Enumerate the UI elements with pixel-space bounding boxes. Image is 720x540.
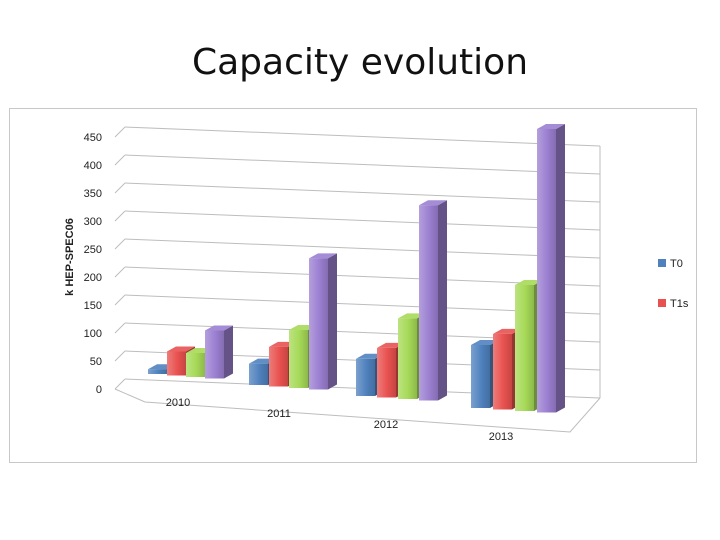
bar-top — [471, 340, 499, 345]
x-category-label: 2012 — [374, 419, 398, 431]
y-tick-label: 450 — [84, 132, 102, 144]
gridline — [114, 378, 126, 390]
bar-top — [205, 325, 233, 331]
bar-front — [249, 363, 268, 385]
bar-front — [398, 318, 417, 399]
gridline — [114, 350, 126, 362]
chart-frame: 0 50 100 150 200 250 300 350 400 450 2010 2011 2012… — [9, 108, 697, 463]
x-category-label: 2010 — [166, 397, 190, 409]
bar-front — [537, 129, 556, 413]
bar-side — [328, 253, 337, 390]
bar-series4-2010 — [205, 325, 233, 379]
gridline — [124, 126, 601, 147]
bar-top — [309, 253, 337, 259]
gridline — [124, 154, 601, 175]
x-axis-categories: 2010 2011 2012 2013 — [166, 397, 513, 443]
legend-item-t0: T0 — [658, 258, 683, 270]
y-tick-label: 350 — [84, 188, 102, 200]
bar-front — [186, 353, 205, 377]
bar-front — [205, 330, 224, 379]
bar-top — [419, 200, 447, 206]
bar-front — [289, 330, 308, 388]
gridline — [124, 182, 601, 203]
gridline — [114, 322, 126, 334]
bar-front — [471, 345, 490, 408]
bar-front — [167, 351, 186, 376]
bar-side — [438, 200, 447, 401]
bar-front — [356, 358, 375, 396]
gridline — [114, 238, 126, 250]
legend-item-t1s: T1s — [658, 298, 689, 310]
y-tick-label: 0 — [96, 384, 102, 396]
bar-series4-2011 — [309, 253, 337, 390]
y-axis-ticks: 0 50 100 150 200 250 300 350 400 450 — [84, 132, 102, 396]
bar-side — [224, 325, 233, 379]
legend-swatch — [658, 299, 666, 307]
bar-top — [493, 328, 521, 334]
bar-series4-2012 — [419, 200, 447, 401]
floor-edge — [114, 388, 601, 433]
y-tick-label: 100 — [84, 328, 102, 340]
y-tick-label: 300 — [84, 216, 102, 228]
y-axis-label: k HEP-SPEC06 — [64, 218, 76, 296]
legend-swatch — [658, 259, 666, 267]
bar-top — [167, 346, 195, 352]
y-tick-label: 400 — [84, 160, 102, 172]
gridline — [114, 126, 126, 138]
bar-front — [309, 258, 328, 390]
gridline — [114, 266, 126, 278]
bar-series4-2013 — [537, 124, 565, 413]
bar-front — [269, 346, 288, 387]
chart-gridlines — [114, 126, 601, 433]
slide-title: Capacity evolution — [191, 42, 529, 83]
chart-legend: T0 T1s — [658, 258, 689, 310]
gridline — [114, 154, 126, 166]
bar-front — [377, 347, 396, 398]
gridline — [124, 238, 601, 259]
bar-front — [419, 205, 438, 401]
y-tick-label: 50 — [90, 356, 102, 368]
gridline — [114, 294, 126, 306]
bar-top — [515, 280, 543, 285]
y-tick-label: 150 — [84, 300, 102, 312]
bar-side — [556, 124, 565, 413]
gridline — [124, 210, 601, 231]
legend-label: T1s — [670, 298, 689, 310]
x-category-label: 2011 — [267, 408, 291, 420]
legend-label: T0 — [670, 258, 683, 270]
bar-top — [537, 124, 565, 129]
bar-front — [148, 369, 167, 374]
y-tick-label: 250 — [84, 244, 102, 256]
bar-chart: 0 50 100 150 200 250 300 350 400 450 2010 2011 2012… — [64, 124, 689, 443]
bar-front — [493, 333, 512, 410]
y-tick-label: 200 — [84, 272, 102, 284]
x-category-label: 2013 — [489, 431, 513, 443]
gridline — [114, 210, 126, 222]
bar-front — [515, 285, 534, 411]
gridline — [114, 182, 126, 194]
chart-bars — [148, 124, 565, 413]
